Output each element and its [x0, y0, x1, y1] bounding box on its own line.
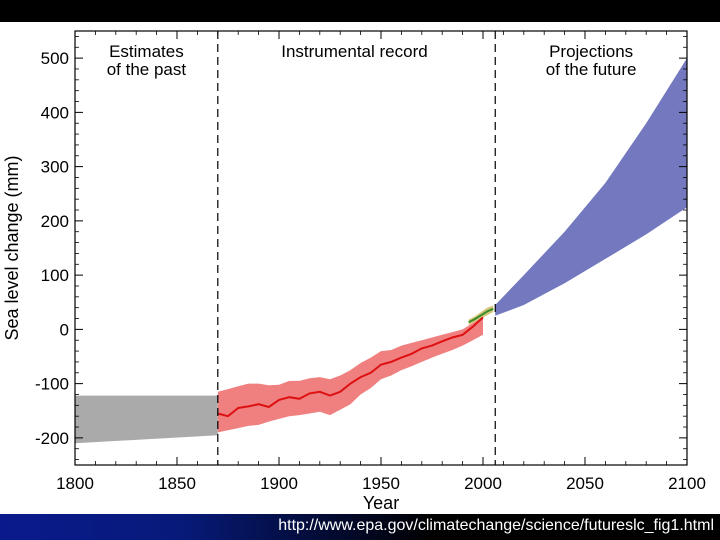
y-tick-label--100: -100 [35, 375, 69, 394]
x-tick-label-2100: 2100 [668, 474, 706, 493]
section-labels: Estimates of the past Instrumental record P… [107, 42, 637, 79]
y-tick-label-500: 500 [41, 49, 69, 68]
x-axis-label: Year [363, 493, 399, 513]
sea-level-chart: 1800 1850 1900 1950 2000 2050 2100 -200 -100 0 100… [2, 30, 706, 513]
y-tick-label-400: 400 [41, 103, 69, 122]
x-tick-label-1850: 1850 [158, 474, 196, 493]
y-tick-label-0: 0 [60, 320, 69, 339]
y-tick-label-200: 200 [41, 212, 69, 231]
projections-of-the-future-band [495, 58, 687, 316]
chart-dividers [217, 31, 496, 465]
satellite-record-line [468, 307, 494, 324]
chart-bands [75, 58, 687, 444]
y-tick-label-100: 100 [41, 266, 69, 285]
y-tick-label--200: -200 [35, 429, 69, 448]
section-label-estimates: Estimates of the past [107, 42, 187, 79]
y-tick-label-300: 300 [41, 158, 69, 177]
x-tick-label-1800: 1800 [56, 474, 94, 493]
x-tick-label-1950: 1950 [362, 474, 400, 493]
instrumental-record-line [217, 316, 484, 418]
section-label-projections: Projections of the future [546, 42, 637, 79]
x-tick-label-1900: 1900 [260, 474, 298, 493]
x-tick-label-2000: 2000 [464, 474, 502, 493]
x-tick-label-2050: 2050 [566, 474, 604, 493]
footer-bar: http://www.epa.gov/climatechange/science… [0, 514, 720, 540]
y-axis-label: Sea level change (mm) [2, 155, 22, 340]
chart-ticks: 1800 1850 1900 1950 2000 2050 2100 -200 -100 0 100… [35, 31, 706, 493]
instrumental-record-band [217, 315, 484, 433]
top-bar [0, 0, 720, 22]
chart-lines [217, 307, 494, 418]
section-label-instrumental: Instrumental record [281, 42, 427, 61]
footer-url: http://www.epa.gov/climatechange/science… [278, 517, 714, 534]
estimates-of-the-past-band [75, 395, 218, 444]
